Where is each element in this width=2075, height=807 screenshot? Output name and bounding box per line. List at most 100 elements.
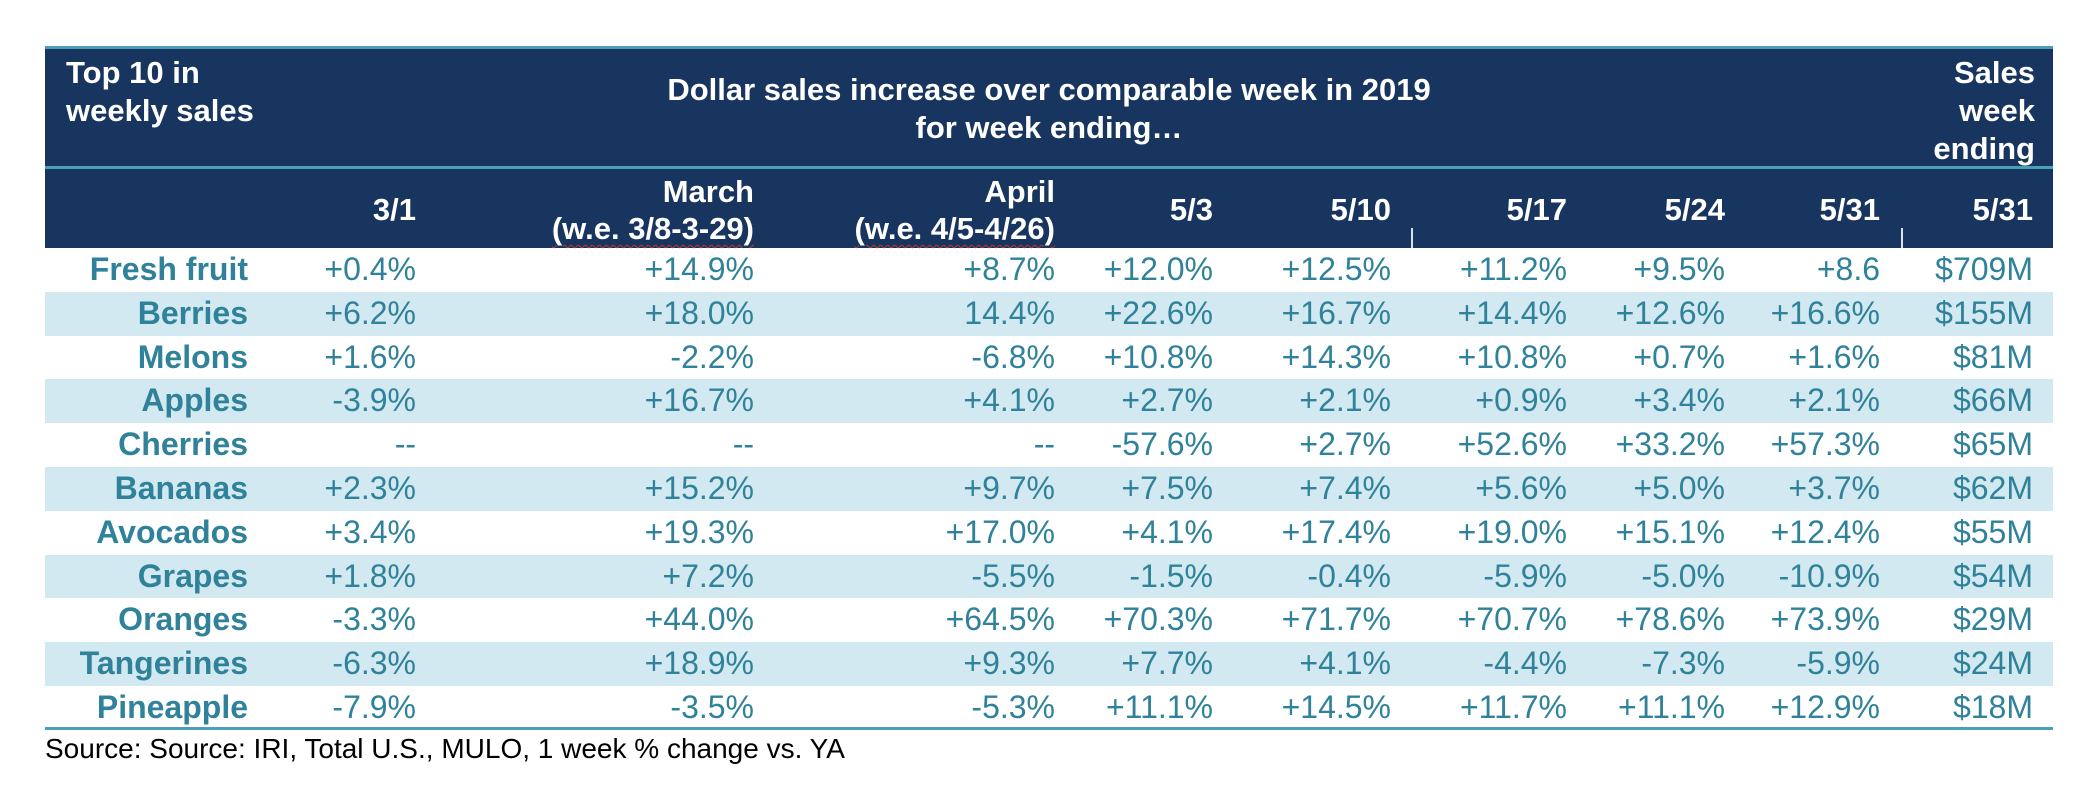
table-cell: +19.0%	[1457, 513, 1567, 550]
table-row: Berries +6.2% +18.0% 14.4% +22.6% +16.7% +14.4…	[45, 291, 2053, 336]
table-cell: +12.5%	[1281, 251, 1391, 287]
table-cell: $29M	[1952, 601, 2033, 638]
table-cell: +2.7%	[1299, 426, 1391, 463]
header-center-title: Dollar sales increase over comparable we…	[45, 71, 2053, 147]
table-cell: +12.6%	[1615, 294, 1725, 331]
table-cell: +14.5%	[1281, 688, 1391, 725]
row-label: Berries	[137, 294, 248, 331]
table-cell: +70.7%	[1457, 601, 1567, 638]
column-header: April (w.e. 4/5-4/26)	[855, 173, 1055, 247]
table-header-top: Top 10 in weekly sales Dollar sales incr…	[45, 49, 2053, 166]
table-cell: +4.1%	[1299, 645, 1391, 682]
header-title-line2: for week ending…	[915, 110, 1183, 145]
column-header: 5/31	[1973, 191, 2033, 228]
row-label: Tangerines	[79, 645, 248, 682]
table-cell: +22.6%	[1103, 294, 1213, 331]
table-cell: +2.3%	[324, 469, 416, 506]
table-cell: +1.6%	[324, 338, 416, 375]
table-cell: -6.3%	[332, 645, 416, 682]
table-cell: -5.3%	[971, 688, 1055, 725]
top-rule	[45, 46, 2053, 49]
table-cell: +11.1%	[1105, 688, 1213, 725]
table-cell: $66M	[1952, 382, 2033, 419]
table-row: Grapes +1.8% +7.2% -5.5% -1.5% -0.4% -5.9% -5.0…	[45, 554, 2053, 599]
row-label: Apples	[141, 382, 248, 419]
column-header-line2: (w.e. 3/8-3-29)	[551, 211, 754, 246]
table-cell: --	[1033, 426, 1055, 463]
column-header: 5/10	[1331, 191, 1391, 228]
table-cell: --	[732, 426, 754, 463]
table-cell: +15.2%	[644, 469, 754, 506]
table-cell: +11.7%	[1459, 688, 1567, 725]
table-cell: -1.5%	[1129, 557, 1213, 594]
table-cell: $62M	[1952, 469, 2033, 506]
table-cell: -5.0%	[1641, 557, 1725, 594]
table-cell: +5.6%	[1475, 469, 1567, 506]
table-cell: -10.9%	[1778, 557, 1880, 594]
table-cell: +17.0%	[945, 513, 1055, 550]
table-cell: +73.9%	[1770, 601, 1880, 638]
table-cell: +14.9%	[644, 251, 754, 287]
column-divider	[1901, 228, 1903, 248]
table-cell: +14.4%	[1457, 294, 1567, 331]
table-cell: -5.9%	[1796, 645, 1880, 682]
table-cell: +70.3%	[1103, 601, 1213, 638]
table-cell: +78.6%	[1615, 601, 1725, 638]
row-label: Avocados	[96, 513, 248, 550]
table-cell: -3.3%	[332, 601, 416, 638]
table-row: Pineapple -7.9% -3.5% -5.3% +11.1% +14.5% +11.…	[45, 686, 2053, 730]
table-cell: +44.0%	[644, 601, 754, 638]
table-cell: -3.9%	[332, 382, 416, 419]
table-cell: +12.0%	[1103, 251, 1213, 287]
table-cell: -3.5%	[670, 688, 754, 725]
table-cell: +16.7%	[1281, 294, 1391, 331]
table-cell: +18.0%	[644, 294, 754, 331]
table-cell: $55M	[1952, 513, 2033, 550]
table-cell: $65M	[1952, 426, 2033, 463]
table-cell: +10.8%	[1457, 338, 1567, 375]
column-header-line1: March	[662, 174, 754, 209]
bottom-rule	[45, 727, 2053, 730]
table-row: Tangerines -6.3% +18.9% +9.3% +7.7% +4.1% -4.4…	[45, 642, 2053, 686]
table-row: Bananas +2.3% +15.2% +9.7% +7.5% +7.4% +5.6% +5…	[45, 466, 2053, 511]
header-separator	[45, 166, 2053, 169]
table-cell: +16.6%	[1770, 294, 1880, 331]
table-cell: +6.2%	[324, 294, 416, 331]
table-cell: +12.9%	[1770, 688, 1880, 725]
table-cell: +64.5%	[945, 601, 1055, 638]
header-left-label: Top 10 in weekly sales	[66, 55, 254, 128]
table-cell: +0.9%	[1475, 382, 1567, 419]
table-cell: +0.4%	[324, 251, 416, 287]
table-cell: +2.1%	[1299, 382, 1391, 419]
column-header-line2: 5/10	[1330, 192, 1391, 227]
table-cell: $155M	[1935, 294, 2033, 331]
table-body: Fresh fruit +0.4% +14.9% +8.7% +12.0% +12.5% +…	[45, 248, 2053, 730]
row-label: Fresh fruit	[89, 251, 248, 287]
table-cell: +17.4%	[1281, 513, 1391, 550]
table-cell: +11.2%	[1459, 251, 1567, 287]
table-cell: +14.3%	[1281, 338, 1391, 375]
table-cell: +2.7%	[1121, 382, 1213, 419]
table-cell: +33.2%	[1615, 426, 1725, 463]
table-cell: +3.7%	[1788, 469, 1880, 506]
column-divider	[1411, 228, 1413, 248]
table-cell: +16.7%	[644, 382, 754, 419]
column-header-line2: 5/31	[1819, 192, 1880, 227]
table-cell: $18M	[1952, 688, 2033, 725]
table-cell: +2.1%	[1788, 382, 1880, 419]
table-cell: +0.7%	[1633, 338, 1725, 375]
table-cell: $709M	[1935, 251, 2033, 287]
column-header-line2: (w.e. 4/5-4/26)	[854, 211, 1055, 246]
table-cell: $24M	[1952, 645, 2033, 682]
table-header-columns: 3/1 March (w.e. 3/8-3-29) April (w.e. 4/5-4/…	[45, 169, 2053, 248]
column-header-line2: 5/17	[1506, 192, 1567, 227]
table-cell: -6.8%	[971, 338, 1055, 375]
table-cell: +52.6%	[1457, 426, 1567, 463]
table-cell: --	[394, 426, 416, 463]
row-label: Oranges	[118, 601, 248, 638]
table-cell: $54M	[1952, 557, 2033, 594]
table-cell: +9.5%	[1633, 251, 1725, 287]
table-row: Cherries -- -- -- -57.6% +2.7% +52.6% +33.2% +57…	[45, 423, 2053, 467]
header-title-line1: Dollar sales increase over comparable we…	[667, 72, 1431, 107]
table-cell: -5.9%	[1483, 557, 1567, 594]
